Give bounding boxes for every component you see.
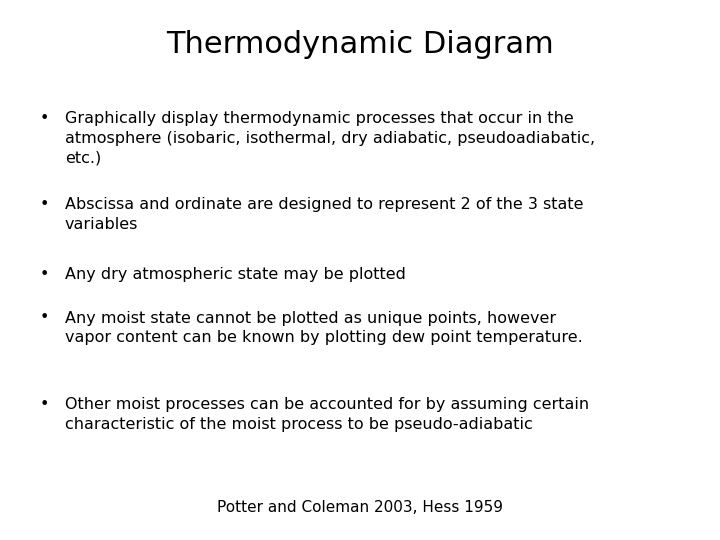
Text: •: • <box>40 267 49 282</box>
Text: •: • <box>40 310 49 326</box>
Text: Graphically display thermodynamic processes that occur in the
atmosphere (isobar: Graphically display thermodynamic proces… <box>65 111 595 165</box>
Text: •: • <box>40 111 49 126</box>
Text: Thermodynamic Diagram: Thermodynamic Diagram <box>166 30 554 59</box>
Text: •: • <box>40 197 49 212</box>
Text: Other moist processes can be accounted for by assuming certain
characteristic of: Other moist processes can be accounted f… <box>65 397 589 431</box>
Text: Potter and Coleman 2003, Hess 1959: Potter and Coleman 2003, Hess 1959 <box>217 500 503 515</box>
Text: Any moist state cannot be plotted as unique points, however
vapor content can be: Any moist state cannot be plotted as uni… <box>65 310 582 345</box>
Text: Any dry atmospheric state may be plotted: Any dry atmospheric state may be plotted <box>65 267 405 282</box>
Text: •: • <box>40 397 49 412</box>
Text: Abscissa and ordinate are designed to represent 2 of the 3 state
variables: Abscissa and ordinate are designed to re… <box>65 197 583 232</box>
